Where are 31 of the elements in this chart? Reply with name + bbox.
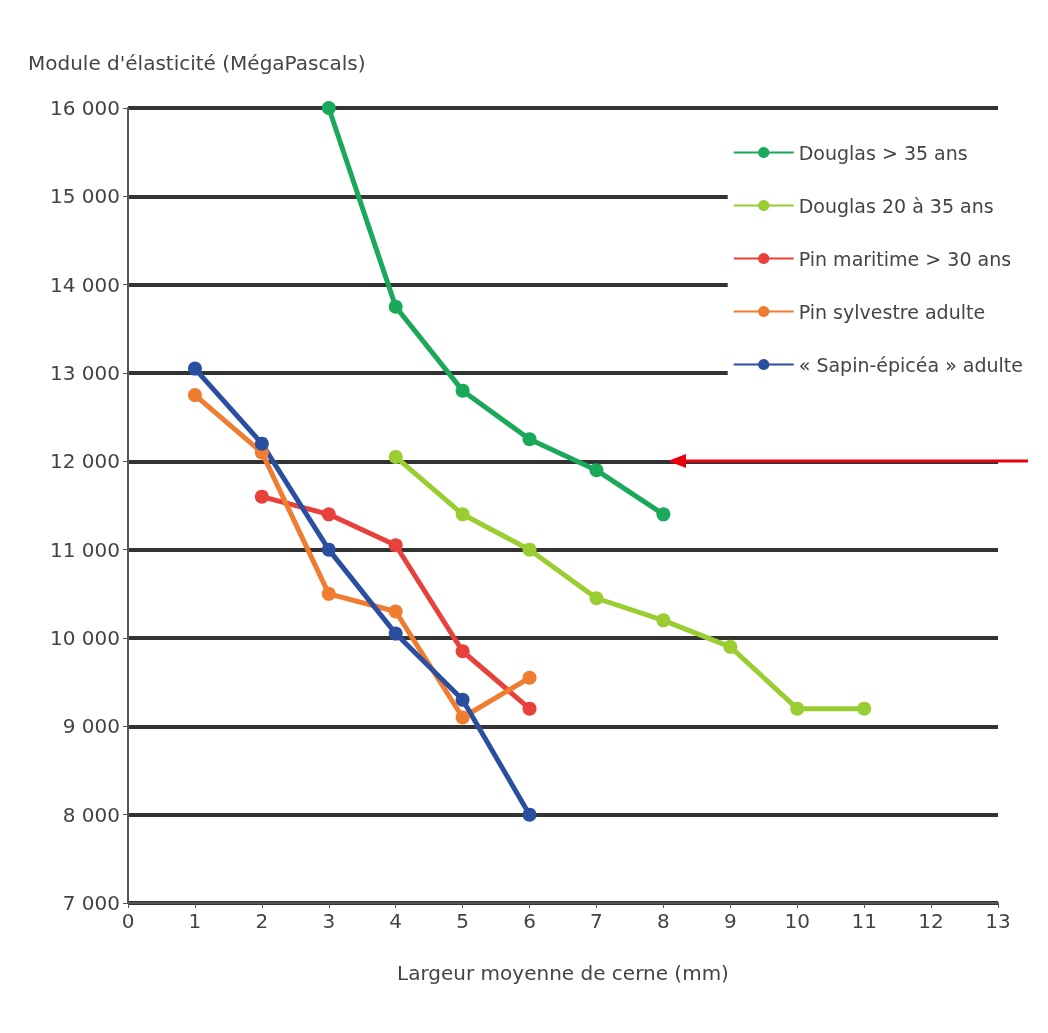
x-tick-label: 12 [918,909,944,933]
legend-label: Douglas > 35 ans [798,141,968,164]
y-tick-label: 10 000 [50,626,120,650]
y-axis-title: Module d'élasticité (MégaPascals) [28,51,366,75]
x-tick-label: 6 [523,909,536,933]
x-tick-label: 9 [723,909,737,933]
legend-label: Douglas 20 à 35 ans [798,194,994,217]
x-tick-label: 4 [389,909,403,933]
x-tick-label: 7 [590,909,603,933]
y-tick-label: 9 000 [62,714,120,739]
x-tick-label: 3 [322,909,336,933]
x-tick-label: 13 [985,909,1011,933]
x-tick-label: 5 [456,909,469,933]
y-tick-label: 8 000 [62,802,120,827]
y-tick-label: 11 000 [50,537,120,562]
y-tick-label: 12 000 [50,449,120,474]
y-tick-label: 13 000 [50,361,120,385]
legend-label: Pin maritime > 30 ans [798,247,1012,270]
x-tick-label: 0 [121,909,135,933]
y-tick-label: 16 000 [50,96,120,120]
legend-label: « Sapin-épicéa » adulte [798,353,1023,376]
x-tick-label: 11 [851,909,877,933]
x-tick-label: 1 [188,909,202,933]
x-tick-label: 2 [255,909,269,933]
legend-label: Pin sylvestre adulte [798,300,986,323]
y-tick-label: 15 000 [50,184,120,209]
x-axis-title: Largeur moyenne de cerne (mm) [397,961,729,985]
x-tick-label: 10 [784,909,810,933]
x-tick-label: 8 [657,909,670,933]
y-tick-label: 14 000 [50,272,120,297]
y-tick-label: 7 000 [62,891,120,915]
